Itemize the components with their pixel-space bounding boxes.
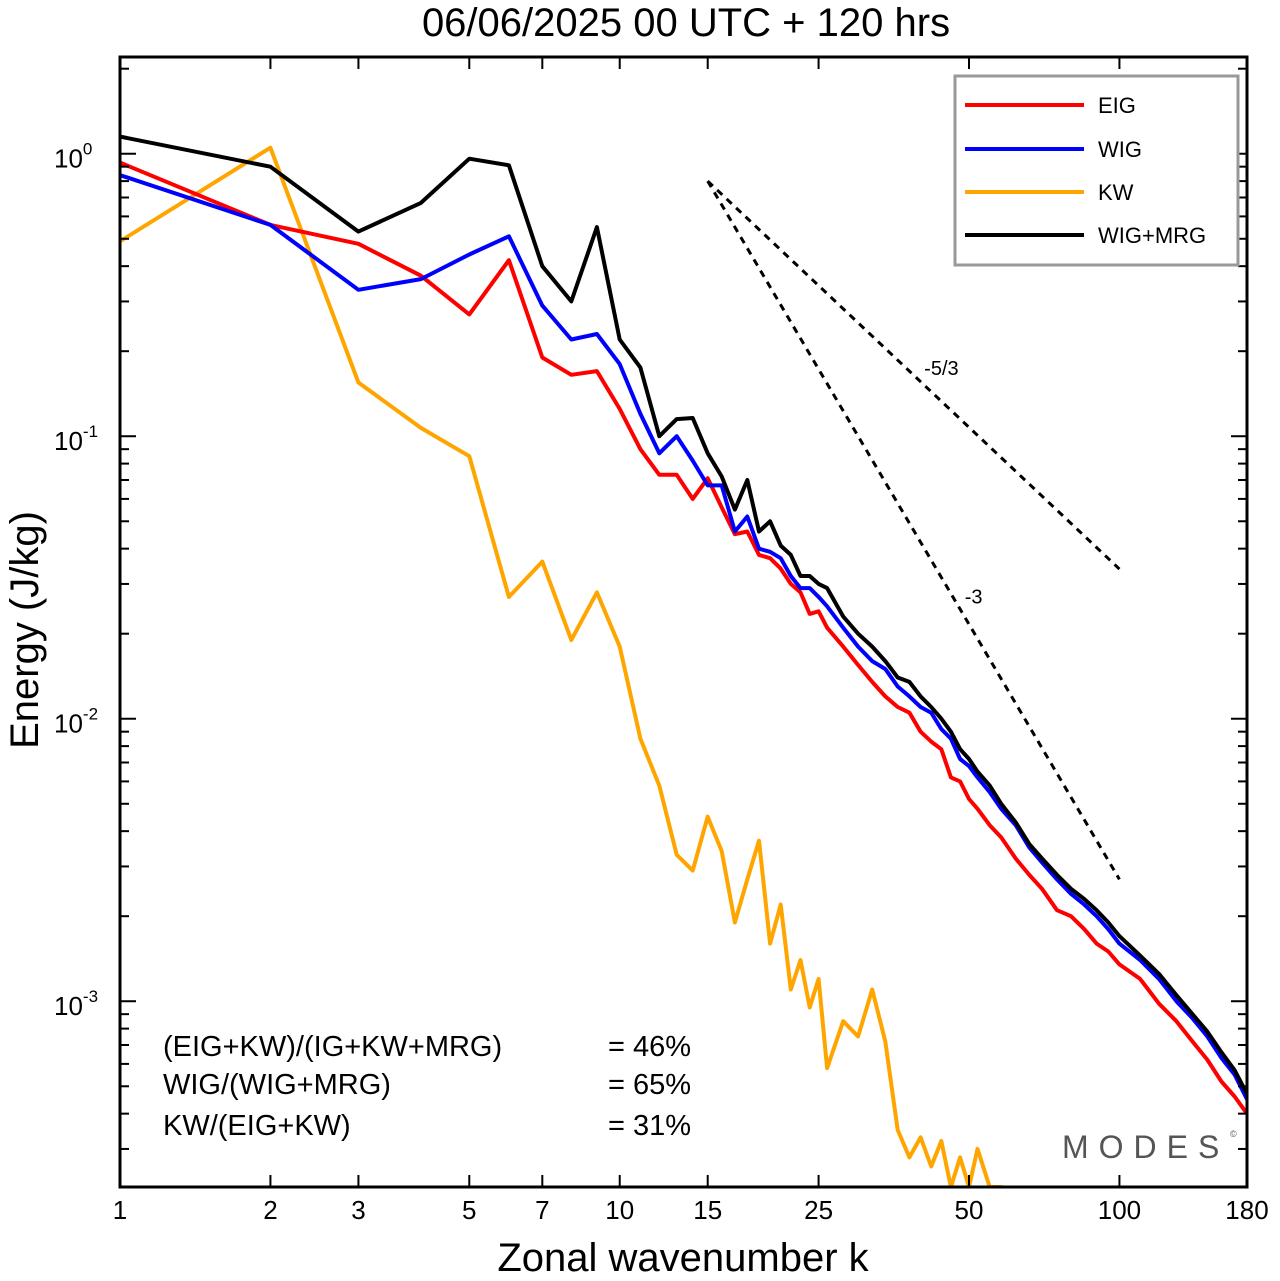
series-line-wig-mrg [120,134,1247,1096]
y-tick-label: 100 [54,140,92,174]
stat-label-wig: WIG/(WIG+MRG) [163,1069,391,1101]
y-tick-label: 10-2 [54,705,98,739]
x-axis-label: Zonal wavenumber k [497,1236,869,1280]
x-tick-label: 3 [351,1195,365,1225]
x-tick-label: 2 [263,1195,277,1225]
x-tick-label: 50 [955,1195,984,1225]
x-tick-label: 100 [1098,1195,1141,1225]
x-tick-label: 10 [605,1195,634,1225]
x-tick-label: 1 [113,1195,127,1225]
x-tick-label: 180 [1225,1195,1268,1225]
stat-value-eig-kw: = 46% [608,1031,691,1063]
series-line-wig [120,173,1247,1102]
axis-ticks: 1 2 3 5 7 10 15 25 50 100 180 100 10-1 10-2 10-3 [54,57,1269,1225]
series-line-kw [120,145,1004,1187]
slope-3-label: -3 [965,586,983,608]
x-tick-label: 15 [693,1195,722,1225]
legend-label-eig: EIG [1098,93,1136,118]
reference-slopes: -5/3 -3 [706,180,1121,881]
series-layer [120,134,1247,1187]
copyright-symbol: © [1230,1129,1237,1139]
legend-items: EIG WIG KW WIG+MRG [965,93,1206,248]
modes-watermark: MODES [1062,1129,1229,1165]
y-tick-label: 10-3 [54,987,98,1021]
slope-5-3-line [706,180,1121,571]
series-line-eig [120,160,1247,1116]
legend-label-wig: WIG [1098,137,1142,162]
stat-label-eig-kw: (EIG+KW)/(IG+KW+MRG) [163,1031,502,1063]
legend-label-kw: KW [1098,180,1134,205]
stat-value-wig: = 65% [608,1069,691,1101]
stats-block: (EIG+KW)/(IG+KW+MRG) = 46% WIG/(WIG+MRG)… [163,1031,691,1142]
legend-label-wig-mrg: WIG+MRG [1098,223,1206,248]
legend: EIG WIG KW WIG+MRG [953,74,1240,267]
x-tick-label: 25 [804,1195,833,1225]
x-tick-label: 5 [462,1195,476,1225]
plot-frame [118,55,1249,1189]
y-tick-label: 10-1 [54,422,98,456]
x-tick-label: 7 [535,1195,549,1225]
slope-3-line [706,180,1121,881]
stat-label-kw: KW/(EIG+KW) [163,1110,351,1142]
slope-5-3-label: -5/3 [924,358,958,380]
y-axis-label: Energy (J/kg) [3,511,47,749]
stat-value-kw: = 31% [608,1110,691,1142]
chart-title: 06/06/2025 00 UTC + 120 hrs [422,1,950,45]
